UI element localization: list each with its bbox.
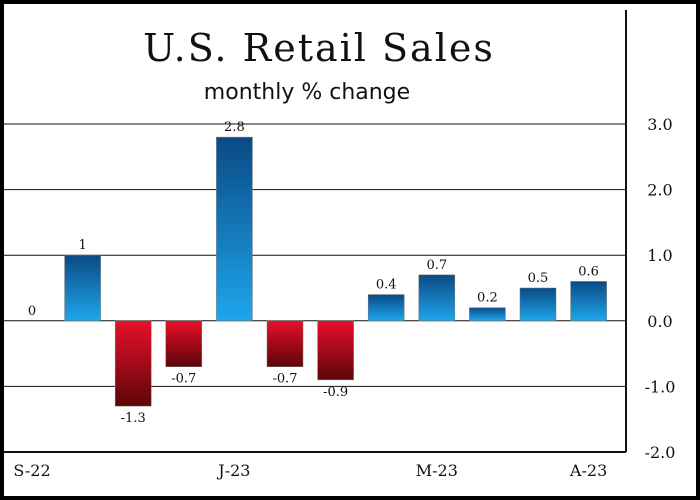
data-label: -0.7 <box>272 372 297 387</box>
bar <box>114 320 152 407</box>
bar <box>165 320 203 367</box>
bar <box>266 320 304 367</box>
data-label: -0.9 <box>323 385 348 400</box>
x-tick-label: M-23 <box>416 461 458 480</box>
y-tick-label: 1.0 <box>647 246 672 265</box>
data-label: 0.6 <box>578 264 599 279</box>
bar <box>216 136 253 322</box>
bar <box>64 254 101 322</box>
data-label: 0.4 <box>376 278 397 293</box>
chart-subtitle: monthly % change <box>203 80 411 105</box>
data-label: 0.7 <box>426 258 447 273</box>
data-label: 2.8 <box>224 120 245 135</box>
y-tick-label: 0.0 <box>647 312 672 331</box>
y-tick-label: 3.0 <box>647 115 672 134</box>
y-tick-label: -1.0 <box>645 377 676 396</box>
x-tick-label: J-23 <box>216 461 250 480</box>
bar <box>519 287 557 322</box>
data-label: -1.3 <box>121 411 146 426</box>
y-tick-label: -2.0 <box>645 443 676 462</box>
data-label: 0.2 <box>477 291 498 306</box>
bar-chart: 3.0 2.0 1.0 0.0 -1.0 -2.0 0 1 -1.3 -0.7 2.8 -0.7 -0.… <box>4 10 676 480</box>
data-label: 0.5 <box>528 271 549 286</box>
bar <box>418 274 456 322</box>
bar <box>570 281 607 322</box>
bar <box>469 307 506 322</box>
data-label: 1 <box>78 238 86 253</box>
bar <box>367 294 405 322</box>
chart-panel: U.S. Retail Sales monthly % change 3.0 2.… <box>4 4 696 496</box>
x-tick-label: S-22 <box>13 461 50 480</box>
data-label: 0 <box>28 304 36 319</box>
y-tick-label: 2.0 <box>647 181 672 200</box>
bar <box>317 320 354 381</box>
data-label: -0.7 <box>171 372 196 387</box>
x-tick-label: A-23 <box>569 461 607 480</box>
chart-title: U.S. Retail Sales <box>143 26 495 70</box>
